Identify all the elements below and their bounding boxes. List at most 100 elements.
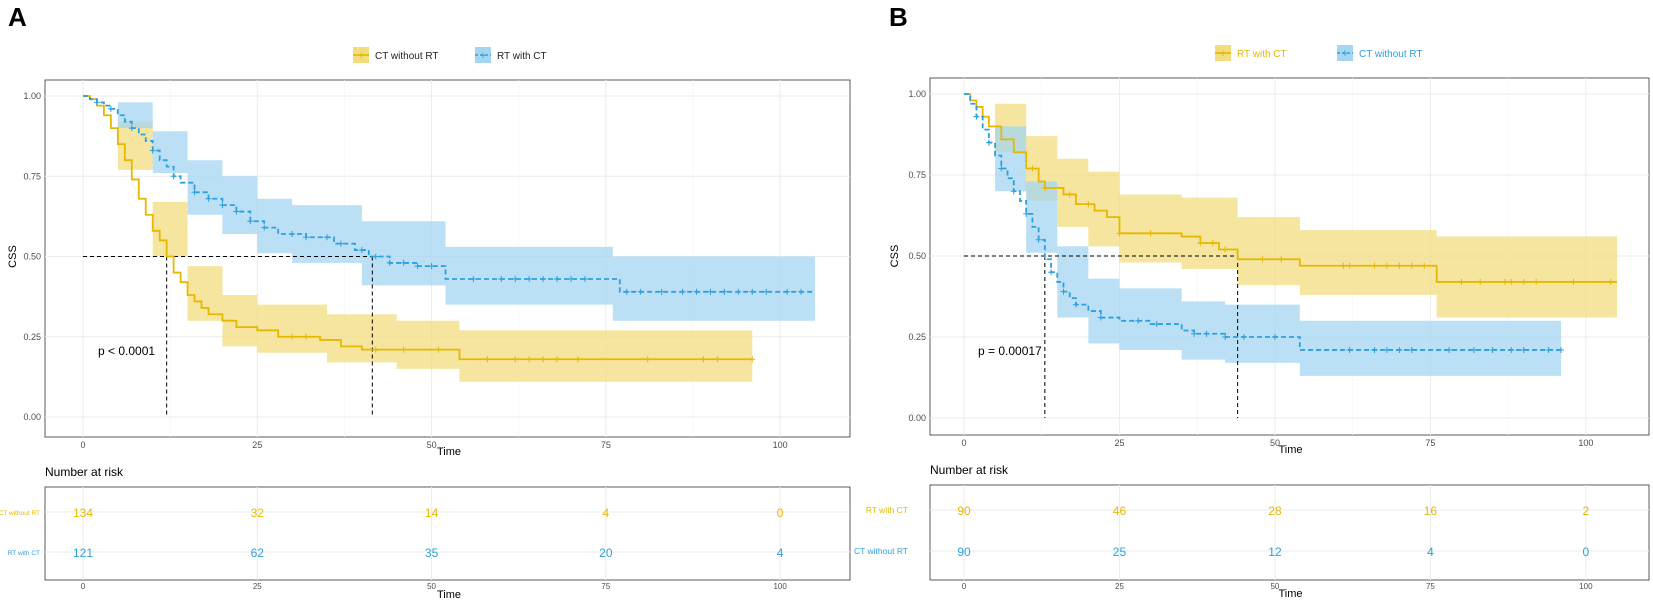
censor-mark	[1035, 236, 1042, 243]
censor-mark	[714, 356, 721, 363]
y-axis-label: CSS	[889, 245, 901, 268]
censor-mark	[1147, 230, 1154, 237]
censor-mark	[1023, 210, 1030, 217]
censor-mark	[1520, 278, 1527, 285]
censor-mark	[623, 288, 630, 295]
censor-mark	[998, 165, 1005, 172]
risk-value: 25	[1113, 545, 1127, 559]
p-value: p = 0.00017	[978, 344, 1042, 358]
censor-mark	[1477, 278, 1484, 285]
censor-mark	[428, 263, 435, 270]
risk-x-tick-label: 50	[1270, 582, 1279, 591]
confidence-band-1	[83, 96, 815, 321]
censor-mark	[303, 333, 310, 340]
censor-mark	[1097, 314, 1104, 321]
censor-mark	[568, 275, 574, 282]
censor-mark	[128, 125, 135, 132]
risk-value: 4	[1427, 545, 1434, 559]
censor-mark	[1607, 278, 1614, 285]
risk-x-tick-label: 75	[1426, 582, 1435, 591]
risk-x-axis-label: Time	[437, 589, 461, 601]
censor-mark	[414, 263, 421, 270]
x-axis-label: Time	[437, 446, 461, 458]
confidence-band-0	[83, 96, 753, 382]
censor-mark	[93, 99, 100, 106]
legend-label: CT without RT	[1359, 49, 1423, 60]
y-tick-label: 0.00	[908, 413, 926, 423]
censor-mark	[735, 288, 742, 295]
panel-label: A	[8, 2, 27, 32]
panel-a: A + CT without RT + RT with CT 0 25 50 75 100 0.00…	[0, 2, 851, 601]
risk-row-label: CT without RT	[0, 510, 40, 517]
survival-curve-1	[964, 93, 1562, 351]
legend-label: RT with CT	[497, 51, 547, 62]
risk-value: 35	[425, 546, 439, 560]
censor-mark	[219, 202, 226, 209]
censor-mark	[149, 147, 156, 154]
legend-label: CT without RT	[375, 51, 439, 62]
censor-mark	[1010, 188, 1017, 195]
x-tick-label: 75	[601, 440, 611, 450]
risk-row-label: RT with CT	[866, 505, 908, 515]
risk-table-panel	[44, 486, 851, 581]
censor-mark	[574, 356, 581, 363]
censor-mark	[1197, 240, 1204, 247]
censor-mark	[1408, 346, 1415, 353]
censor-mark	[498, 275, 505, 282]
censor-mark	[1396, 262, 1403, 269]
censor-mark	[1191, 330, 1198, 337]
censor-mark	[540, 356, 547, 363]
censor-mark	[400, 346, 407, 353]
y-tick-label: 0.00	[23, 412, 41, 422]
x-tick-label: 100	[773, 440, 788, 450]
censor-mark	[386, 259, 393, 266]
censor-mark	[1346, 346, 1353, 353]
y-tick-label: 1.00	[23, 91, 41, 101]
censor-mark	[985, 139, 992, 146]
censor-mark	[1066, 191, 1073, 198]
censor-mark	[1029, 165, 1036, 172]
censor-mark	[1408, 262, 1415, 269]
legend-censor-mark-1: +	[1342, 48, 1348, 60]
risk-row-label: CT without RT	[854, 546, 908, 556]
legend: + RT with CT + CT without RT	[1215, 45, 1423, 61]
risk-value: 0	[777, 506, 784, 520]
censor-mark	[784, 288, 791, 295]
risk-row-label: RT with CT	[8, 550, 40, 557]
censor-mark	[798, 288, 805, 295]
censor-mark	[1222, 334, 1229, 340]
censor-mark	[1135, 317, 1142, 324]
risk-value: 0	[1583, 545, 1590, 559]
censor-mark	[1396, 346, 1403, 353]
confidence-band-0	[964, 94, 1617, 318]
censor-mark	[1533, 278, 1540, 285]
censor-mark	[749, 356, 756, 363]
censor-mark	[1072, 301, 1079, 308]
censor-mark	[1508, 278, 1515, 285]
censor-mark	[289, 333, 296, 340]
censor-mark	[679, 288, 686, 295]
censor-mark	[1371, 262, 1378, 269]
censor-mark	[324, 234, 330, 241]
censor-mark	[700, 356, 707, 363]
censor-mark	[470, 275, 477, 282]
censor-mark	[1489, 346, 1496, 353]
risk-value: 90	[957, 504, 971, 518]
censor-mark	[1446, 346, 1453, 353]
censor-mark	[1502, 278, 1509, 285]
risk-x-tick-label: 75	[601, 582, 610, 591]
risk-x-tick-label: 50	[427, 582, 436, 591]
censor-mark	[1421, 262, 1428, 269]
risk-x-tick-label: 0	[81, 582, 86, 591]
censor-mark	[1558, 346, 1565, 353]
censor-mark	[637, 288, 644, 295]
censor-mark	[1470, 346, 1477, 353]
x-tick-label: 50	[1270, 438, 1280, 448]
censor-mark	[1570, 278, 1577, 285]
censor-mark	[400, 259, 407, 266]
y-tick-label: 0.25	[23, 332, 41, 342]
y-tick-label: 0.75	[908, 170, 926, 180]
censor-mark	[973, 113, 980, 120]
x-tick-label: 25	[252, 440, 262, 450]
censor-mark	[1346, 262, 1353, 269]
